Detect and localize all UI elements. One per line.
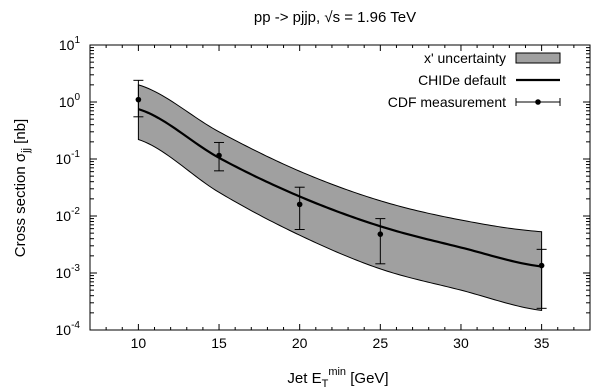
- data-point-marker: [538, 262, 545, 269]
- chart-title: pp -> pjjp, √s = 1.96 TeV: [254, 9, 416, 26]
- cdf-data-point: [536, 248, 547, 309]
- plot-frame: [89, 44, 591, 331]
- y-axis-label: Cross section σjj [nb]: [12, 119, 32, 257]
- x-axis-label: Jet ETmin [GeV]: [287, 366, 388, 389]
- x-tick-label: 20: [292, 335, 308, 351]
- svg-text:Cross section σjj [nb]: Cross section σjj [nb]: [12, 119, 32, 257]
- legend-swatch-band: [515, 52, 561, 64]
- legend-swatch-point: [535, 99, 541, 105]
- y-tick-label: 10-3: [56, 263, 81, 281]
- data-point-marker: [135, 96, 142, 103]
- cdf-data-point: [133, 79, 144, 118]
- x-tick-label: 15: [211, 335, 227, 351]
- data-point-marker: [296, 201, 303, 208]
- legend-label-points: CDF measurement: [388, 94, 506, 110]
- legend-label-line: CHIDe default: [418, 72, 506, 88]
- x-tick-label: 30: [453, 335, 469, 351]
- y-tick-label: 10-2: [56, 206, 81, 224]
- y-tick-label: 100: [59, 92, 81, 110]
- y-tick-label: 10-1: [56, 149, 81, 167]
- x-tick-label: 35: [534, 335, 550, 351]
- legend-label-band: x' uncertainty: [424, 50, 506, 66]
- x-tick-label: 25: [373, 335, 389, 351]
- cdf-data-point: [294, 186, 305, 230]
- legend: x' uncertainty CHIDe default CDF measureme…: [388, 50, 561, 110]
- data-point-marker: [377, 231, 384, 237]
- uncertainty-band: [137, 84, 543, 312]
- y-tick-label: 10-4: [56, 320, 81, 338]
- cdf-data-point: [375, 218, 386, 265]
- cdf-data-point: [214, 141, 225, 172]
- y-tick-label: 101: [59, 35, 81, 53]
- data-point-marker: [216, 152, 222, 159]
- chide-default-line: [138, 108, 542, 268]
- x-tick-label: 10: [131, 335, 147, 351]
